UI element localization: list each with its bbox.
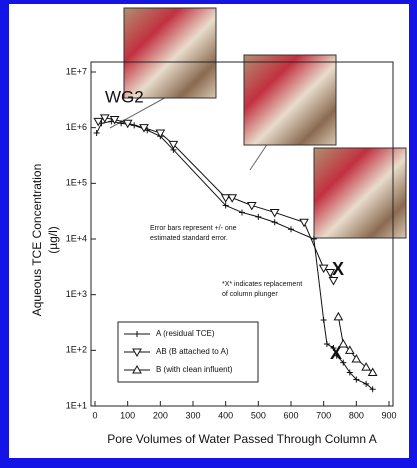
chart: WG2 Error bars represent +/- one estimat… <box>0 0 417 468</box>
x-tick-label: 500 <box>251 410 266 420</box>
x-tick-label: 100 <box>120 410 135 420</box>
x-tick-label: 300 <box>185 410 200 420</box>
x-tick-label: 600 <box>283 410 298 420</box>
y-tick-label: 1E+1 <box>66 400 87 410</box>
x-tick-label: 200 <box>153 410 168 420</box>
annotation: *X* indicates replacement <box>222 281 302 288</box>
legend-label: AB (B attached to A) <box>156 347 229 356</box>
x-tick-label: 900 <box>381 410 396 420</box>
y-tick-label: 1E+6 <box>66 122 87 132</box>
annotation: of column plunger <box>222 291 278 298</box>
y-axis-label: Aqueous TCE Concentration <box>30 164 44 317</box>
y-tick-label: 1E+2 <box>66 345 87 355</box>
legend-label: A (residual TCE) <box>156 329 215 338</box>
annotation: Error bars represent +/- one <box>150 225 237 232</box>
y-tick-label: 1E+7 <box>66 66 87 76</box>
annotation: X <box>332 259 344 279</box>
annotation: estimated standard error. <box>150 235 228 242</box>
y-tick-label: 1E+4 <box>66 233 87 243</box>
x-tick-label: 700 <box>316 410 331 420</box>
legend-label: B (with clean influent) <box>156 365 233 374</box>
x-tick-label: 800 <box>349 410 364 420</box>
annotation: WG2 <box>105 87 144 106</box>
x-tick-label: 0 <box>92 410 97 420</box>
y-tick-label: 1E+5 <box>66 178 87 188</box>
y-tick-label: 1E+3 <box>66 289 87 299</box>
y-axis-unit: (µg/l) <box>46 226 60 254</box>
x-axis-label: Pore Volumes of Water Passed Through Col… <box>107 432 376 446</box>
x-tick-label: 400 <box>218 410 233 420</box>
legend: A (residual TCE) AB (B attached to A) B (w… <box>118 322 258 382</box>
